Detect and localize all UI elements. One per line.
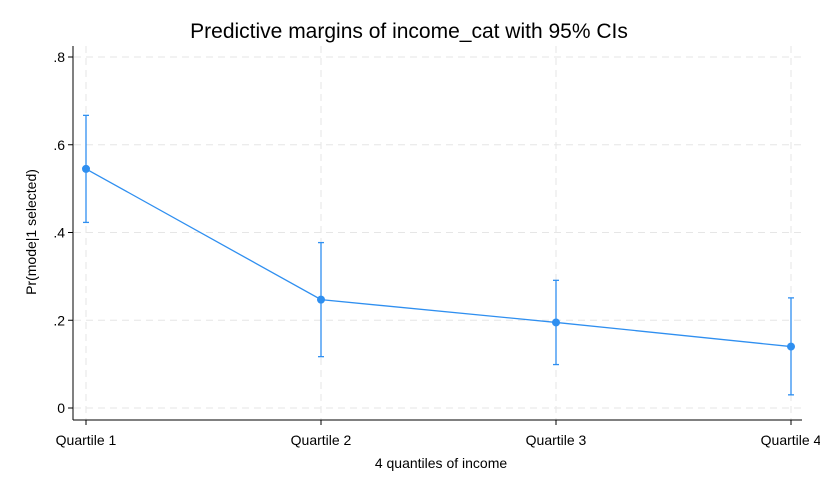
- x-tick-label-0: Quartile 1: [56, 432, 117, 448]
- data-point-2: [552, 318, 560, 327]
- grid-layer: [74, 46, 802, 420]
- axes-layer: 0 .2 .4 .6 .8 Quartile 1 Quartile 2 Quartile 3 Q…: [53, 46, 820, 448]
- x-tick-label-3: Quartile 4: [761, 432, 820, 448]
- chart-title: Predictive margins of income_cat with 95…: [190, 20, 628, 43]
- series-line-0: [85, 168, 792, 348]
- y-tick-label-0: 0: [57, 400, 65, 416]
- marks-layer: [82, 114, 795, 396]
- x-tick-label-1: Quartile 2: [291, 432, 352, 448]
- data-point-3: [787, 342, 795, 351]
- y-tick-label-2: .4: [53, 225, 65, 241]
- y-tick-label-1: .2: [53, 312, 65, 328]
- data-point-0: [82, 164, 90, 173]
- data-point-1: [317, 295, 325, 304]
- x-axis-label: 4 quantiles of income: [375, 455, 508, 471]
- x-tick-label-2: Quartile 3: [526, 432, 587, 448]
- y-tick-label-3: .6: [53, 137, 65, 153]
- y-axis-label: Pr(mode|1 selected): [23, 169, 39, 295]
- y-tick-label-4: .8: [53, 49, 65, 65]
